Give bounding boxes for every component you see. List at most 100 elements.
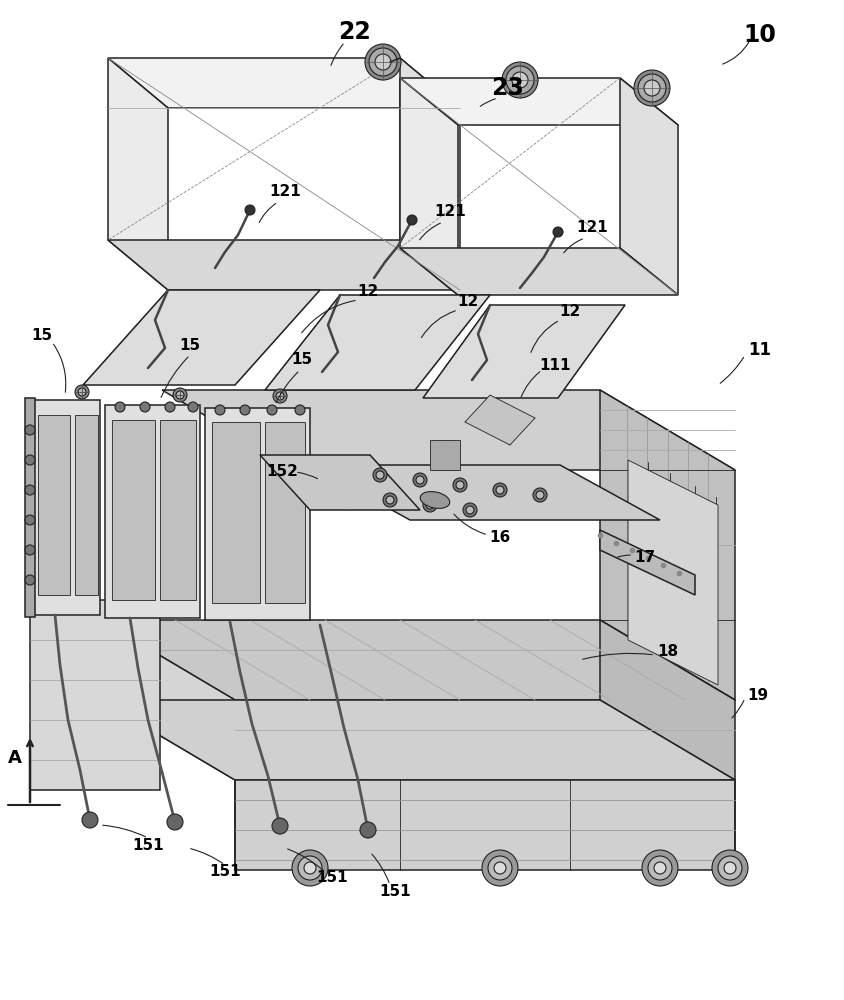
Circle shape <box>140 402 150 412</box>
Circle shape <box>360 822 376 838</box>
Text: 16: 16 <box>490 530 511 546</box>
Text: 10: 10 <box>744 23 776 47</box>
Circle shape <box>25 425 35 435</box>
Text: 15: 15 <box>180 338 201 353</box>
Circle shape <box>724 862 736 874</box>
Circle shape <box>712 850 748 886</box>
Text: 121: 121 <box>576 221 608 235</box>
Polygon shape <box>38 415 70 595</box>
Circle shape <box>654 862 666 874</box>
Polygon shape <box>400 78 678 125</box>
Ellipse shape <box>420 492 450 508</box>
Circle shape <box>176 391 184 399</box>
Circle shape <box>25 545 35 555</box>
Circle shape <box>482 850 518 886</box>
Text: 23: 23 <box>491 76 524 100</box>
Polygon shape <box>260 455 420 510</box>
Circle shape <box>512 72 528 88</box>
Polygon shape <box>465 395 535 445</box>
Polygon shape <box>105 405 200 618</box>
Polygon shape <box>108 58 460 108</box>
Circle shape <box>453 478 467 492</box>
Circle shape <box>165 402 175 412</box>
Polygon shape <box>400 78 458 295</box>
Circle shape <box>456 481 464 489</box>
Circle shape <box>267 405 277 415</box>
Circle shape <box>115 402 125 412</box>
Polygon shape <box>628 460 718 685</box>
Text: 11: 11 <box>749 341 771 359</box>
Polygon shape <box>212 422 260 603</box>
Text: 151: 151 <box>209 864 241 880</box>
Circle shape <box>173 388 187 402</box>
Circle shape <box>502 62 538 98</box>
Circle shape <box>634 70 670 106</box>
Polygon shape <box>160 420 196 600</box>
Circle shape <box>75 385 89 399</box>
Polygon shape <box>265 422 305 603</box>
Polygon shape <box>205 408 310 620</box>
Text: 12: 12 <box>457 294 479 310</box>
Polygon shape <box>30 400 100 615</box>
Circle shape <box>376 471 384 479</box>
Circle shape <box>386 496 394 504</box>
Text: 17: 17 <box>635 550 656 566</box>
Circle shape <box>638 74 666 102</box>
Polygon shape <box>400 58 460 290</box>
Circle shape <box>78 388 86 396</box>
Circle shape <box>375 54 391 70</box>
Polygon shape <box>423 305 625 398</box>
Polygon shape <box>100 620 235 780</box>
Circle shape <box>536 491 544 499</box>
Circle shape <box>426 501 434 509</box>
Circle shape <box>506 66 534 94</box>
Circle shape <box>365 44 401 80</box>
Circle shape <box>25 485 35 495</box>
Circle shape <box>276 392 284 400</box>
Circle shape <box>295 405 305 415</box>
Polygon shape <box>25 398 35 617</box>
Text: 151: 151 <box>316 870 348 886</box>
Circle shape <box>373 468 387 482</box>
Text: 12: 12 <box>560 304 581 320</box>
Text: 19: 19 <box>748 688 769 702</box>
Circle shape <box>215 405 225 415</box>
Circle shape <box>272 818 288 834</box>
Text: 121: 121 <box>269 184 300 200</box>
Circle shape <box>298 856 322 880</box>
Polygon shape <box>600 390 735 700</box>
Circle shape <box>82 812 98 828</box>
Polygon shape <box>112 420 155 600</box>
Circle shape <box>493 483 507 497</box>
Text: 152: 152 <box>266 464 298 480</box>
Polygon shape <box>430 440 460 470</box>
Text: 22: 22 <box>338 20 371 44</box>
Text: 151: 151 <box>133 838 164 852</box>
Text: 15: 15 <box>291 353 312 367</box>
Circle shape <box>416 476 424 484</box>
Circle shape <box>463 503 477 517</box>
Circle shape <box>642 850 678 886</box>
Circle shape <box>533 488 547 502</box>
Text: A: A <box>8 749 22 767</box>
Circle shape <box>369 48 397 76</box>
Text: 18: 18 <box>657 645 679 660</box>
Polygon shape <box>108 240 460 290</box>
Circle shape <box>496 486 504 494</box>
Circle shape <box>423 498 437 512</box>
Polygon shape <box>83 290 320 385</box>
Circle shape <box>188 402 198 412</box>
Circle shape <box>718 856 742 880</box>
Circle shape <box>383 493 397 507</box>
Circle shape <box>304 862 316 874</box>
Text: 121: 121 <box>434 205 466 220</box>
Circle shape <box>167 814 183 830</box>
Text: 151: 151 <box>379 884 411 900</box>
Polygon shape <box>108 58 168 290</box>
Circle shape <box>494 862 506 874</box>
Circle shape <box>240 405 250 415</box>
Circle shape <box>413 473 427 487</box>
Polygon shape <box>265 295 490 390</box>
Polygon shape <box>100 700 735 780</box>
Circle shape <box>25 515 35 525</box>
